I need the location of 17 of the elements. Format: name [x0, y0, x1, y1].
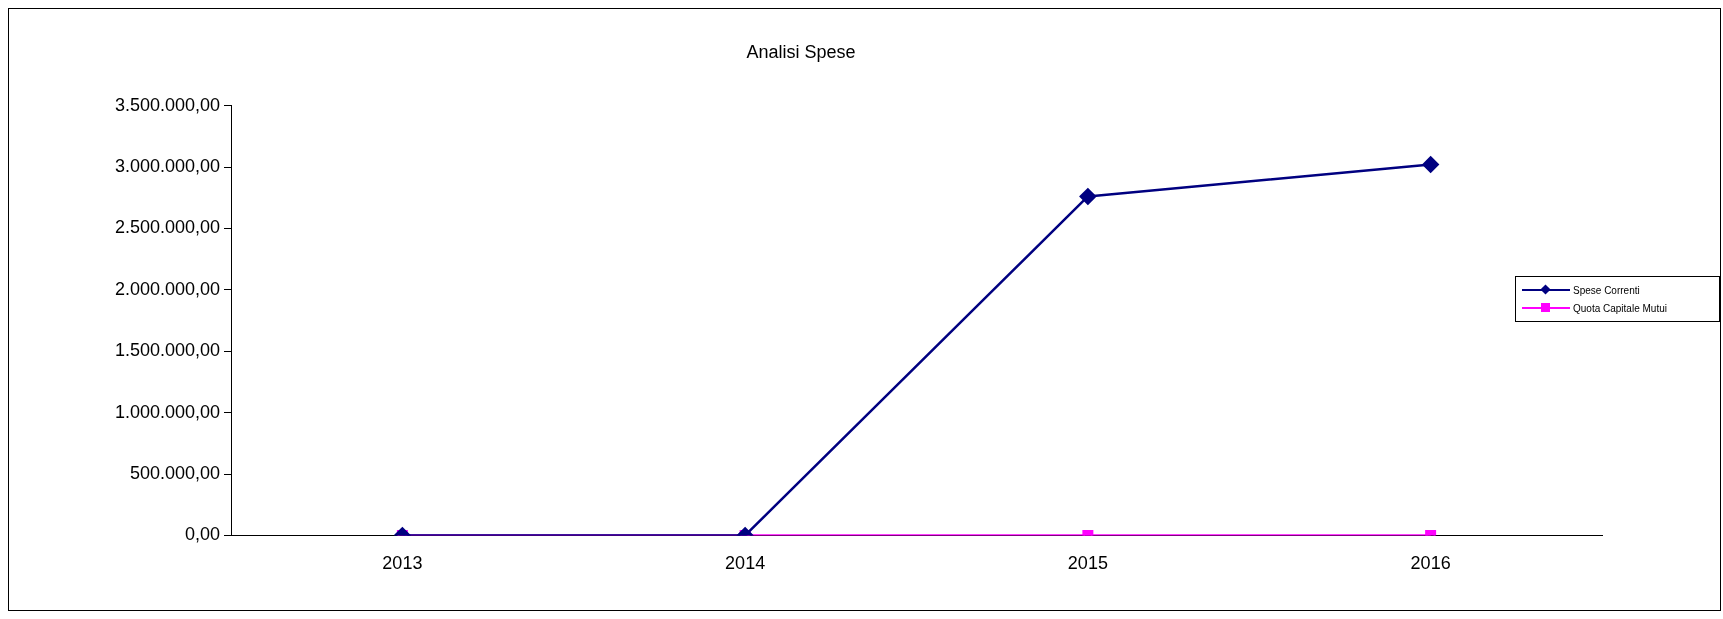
- point: [1079, 188, 1097, 205]
- x-tick-label: 2013: [382, 553, 423, 574]
- y-tick-label: 3.500.000,00: [114, 94, 220, 115]
- y-tick-label: 2.500.000,00: [114, 217, 220, 238]
- y-tick-label: 1.000.000,00: [114, 401, 220, 422]
- x-tick-label: 2015: [1067, 553, 1108, 574]
- legend-label: Quota Capitale Mutui: [1573, 302, 1667, 314]
- y-tick-label: 3.000.000,00: [114, 155, 220, 176]
- legend-label: Spese Correnti: [1573, 284, 1640, 296]
- x-tick-label: 2014: [725, 553, 766, 574]
- chart-title: Analisi Spese: [746, 41, 856, 62]
- point: [1422, 156, 1439, 173]
- y-tick-label: 2.000.000,00: [114, 278, 220, 299]
- y-tick-label: 500.000,00: [129, 462, 220, 483]
- y-tick-label: 0,00: [184, 524, 220, 545]
- y-tick-label: 1.500.000,00: [114, 340, 220, 361]
- x-tick-label: 2016: [1410, 553, 1451, 574]
